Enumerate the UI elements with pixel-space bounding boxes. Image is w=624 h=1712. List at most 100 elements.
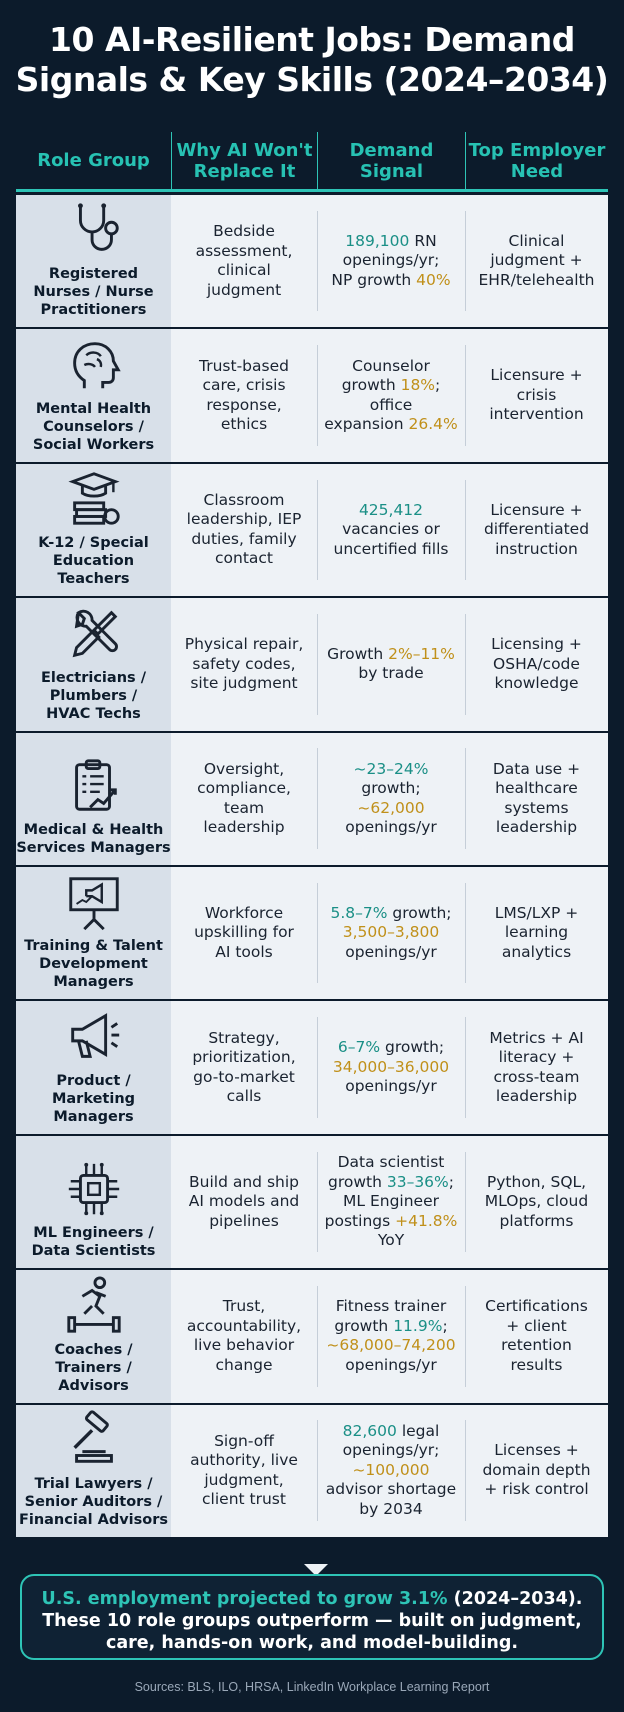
need-cell: Licenses + domain depth + risk control	[465, 1405, 608, 1537]
demand-highlight: 34,000–36,000	[332, 1057, 450, 1076]
table-row: ML Engineers / Data Scientists Build and …	[16, 1135, 608, 1271]
demand-text-block: 6–7% growth; 34,000–36,000 openings/yr	[333, 1038, 449, 1097]
demand-text: advisor shortage by 2034	[325, 1480, 457, 1518]
gavel-icon	[72, 1410, 113, 1463]
demand-text: ; office expansion	[324, 376, 441, 434]
table-row: Registered Nurses / Nurse Practitioners B…	[16, 195, 608, 330]
demand-cell: ~23–24% growth; ~62,000 openings/yr	[317, 733, 465, 865]
brain-head-icon	[72, 342, 121, 389]
demand-text: by trade	[358, 664, 424, 683]
demand-highlight: 11.9%	[393, 1316, 443, 1335]
need-cell: Clinical judgment + EHR/telehealth	[465, 195, 608, 327]
demand-cell: 6–7% growth; 34,000–36,000 openings/yr	[317, 1001, 465, 1133]
role-cell: ML Engineers / Data Scientists	[16, 1135, 171, 1269]
demand-highlight: 18%	[400, 376, 436, 395]
demand-text: legal openings/yr;	[342, 1421, 440, 1460]
demand-cell: Data scientist growth 33–36%; ML Enginee…	[317, 1136, 465, 1268]
demand-cell: 189,100 RN openings/yr; NP growth 40%	[317, 195, 465, 327]
role-name: Coaches / Trainers / Advisors	[54, 1341, 133, 1394]
demand-highlight: 33–36%	[386, 1172, 449, 1191]
callout-pointer	[304, 1564, 328, 1576]
need-cell: Metrics + AI literacy + cross-team leade…	[465, 1001, 608, 1133]
role-name: Electricians / Plumbers / HVAC Techs	[40, 669, 146, 722]
demand-text: Fitness trainer growth	[334, 1297, 447, 1335]
demand-highlight: ~68,000–74,200	[326, 1336, 456, 1355]
role-cell: Training & Talent Development Managers	[16, 866, 171, 1000]
demand-highlight: 5.8–7%	[330, 903, 388, 922]
demand-highlight: 189,100	[345, 231, 410, 250]
header-why: Why AI Won't Replace It	[171, 132, 317, 189]
demand-text: openings/yr	[345, 818, 437, 837]
demand-highlight: 3,500–3,800	[342, 923, 440, 942]
role-cell: Coaches / Trainers / Advisors	[16, 1270, 171, 1403]
why-cell: Classroom leadership, IEP duties, family…	[186, 490, 302, 568]
header-demand: Demand Signal	[317, 132, 465, 189]
demand-text-block: 425,412 vacancies or uncertified fills	[334, 501, 449, 560]
demand-text: Growth	[327, 644, 389, 663]
demand-text: growth;	[392, 903, 452, 922]
table-row: Coaches / Trainers / Advisors Trust, acco…	[16, 1270, 608, 1405]
runner-dumbbell-icon	[66, 1275, 121, 1333]
role-name: ML Engineers / Data Scientists	[31, 1225, 156, 1260]
role-name: K-12 / Special Education Teachers	[38, 535, 149, 588]
need-cell: Python, SQL, MLOps, cloud platforms	[465, 1136, 608, 1268]
demand-text: ; ML Engineer postings	[324, 1172, 455, 1230]
why-cell: Build and ship AI models and pipelines	[188, 1172, 300, 1230]
role-name: Training & Talent Development Managers	[24, 938, 163, 991]
demand-text: openings/yr	[345, 942, 437, 961]
role-cell: Product / Marketing Managers	[16, 1001, 171, 1134]
table-row: Training & Talent Development Managers Wo…	[16, 866, 608, 1002]
need-cell: Licensure + crisis intervention	[465, 329, 608, 461]
demand-text-block: 189,100 RN openings/yr; NP growth 40%	[331, 232, 450, 291]
demand-text: YoY	[377, 1231, 405, 1250]
callout-text: (2024–2034). These 10 role groups outper…	[42, 1589, 583, 1653]
demand-text: RN openings/yr; NP growth	[331, 231, 440, 289]
table-row: Trial Lawyers / Senior Auditors / Financ…	[16, 1404, 608, 1539]
demand-text-block: Growth 2%–11% by trade	[327, 645, 455, 684]
role-cell: Registered Nurses / Nurse Practitioners	[16, 195, 171, 328]
demand-text-block: 5.8–7% growth; 3,500–3,800 openings/yr	[330, 904, 451, 963]
title-line-2: Signals & Key Skills (2024–2034)	[15, 60, 609, 99]
demand-text: vacancies or uncertified fills	[333, 520, 449, 558]
demand-highlight: ~23–24%	[353, 759, 429, 778]
why-cell: Oversight, compliance, team leadership	[197, 759, 291, 837]
demand-text-block: Data scientist growth 33–36%; ML Enginee…	[325, 1153, 458, 1251]
header-role: Role Group	[37, 150, 150, 171]
why-cell: Bedside assessment, clinical judgment	[195, 222, 293, 299]
role-cell: Medical & Health Services Managers	[16, 732, 171, 865]
demand-text-block: Fitness trainer growth 11.9%; ~68,000–74…	[326, 1297, 455, 1375]
demand-cell: Fitness trainer growth 11.9%; ~68,000–74…	[317, 1270, 465, 1402]
table-row: Electricians / Plumbers / HVAC Techs Phys…	[16, 598, 608, 733]
role-name: Registered Nurses / Nurse Practitioners	[33, 266, 154, 319]
why-cell: Strategy, prioritization, go-to-market c…	[192, 1028, 296, 1106]
table-row: Medical & Health Services Managers Oversi…	[16, 732, 608, 867]
demand-highlight: 6–7%	[337, 1038, 381, 1057]
demand-text: growth;	[361, 779, 421, 798]
stethoscope-icon	[77, 203, 119, 252]
demand-highlight: 40%	[416, 270, 451, 289]
demand-text: openings/yr	[345, 1077, 437, 1096]
table-row: K-12 / Special Education Teachers Classro…	[16, 463, 608, 599]
demand-cell: Counselor growth 18%; office expansion 2…	[317, 329, 465, 461]
role-name: Mental Health Counselors / Social Worker…	[32, 400, 155, 453]
callout-lead: U.S. employment projected to grow 3.1%	[41, 1589, 448, 1609]
role-name: Trial Lawyers / Senior Auditors / Financ…	[18, 1475, 169, 1528]
demand-cell: 5.8–7% growth; 3,500–3,800 openings/yr	[317, 867, 465, 999]
demand-highlight: 26.4%	[408, 415, 458, 434]
demand-text: growth;	[384, 1038, 445, 1057]
header-need: Top Employer Need	[465, 132, 608, 189]
summary-callout: U.S. employment projected to grow 3.1% (…	[20, 1574, 604, 1660]
demand-highlight: 2%–11%	[388, 644, 455, 663]
sources-footnote: Sources: BLS, ILO, HRSA, LinkedIn Workpl…	[134, 1680, 490, 1694]
need-cell: Licensure + differentiated instruction	[465, 464, 608, 596]
demand-highlight: ~62,000	[357, 798, 425, 817]
table-row: Product / Marketing Managers Strategy, pr…	[16, 1001, 608, 1136]
demand-text-block: 82,600 legal openings/yr; ~100,000 advis…	[326, 1422, 456, 1520]
why-cell: Workforce upskilling for AI tools	[194, 903, 294, 961]
megaphone-icon	[70, 1012, 119, 1058]
title-line-1: 10 AI-Resilient Jobs: Demand	[49, 20, 575, 59]
need-cell: Licensing + OSHA/code knowledge	[465, 598, 608, 730]
wrench-screwdriver-icon	[72, 609, 118, 657]
why-cell: Trust-based care, crisis response, ethic…	[199, 356, 289, 434]
page-title: 10 AI-Resilient Jobs: Demand Signals & K…	[0, 20, 624, 100]
